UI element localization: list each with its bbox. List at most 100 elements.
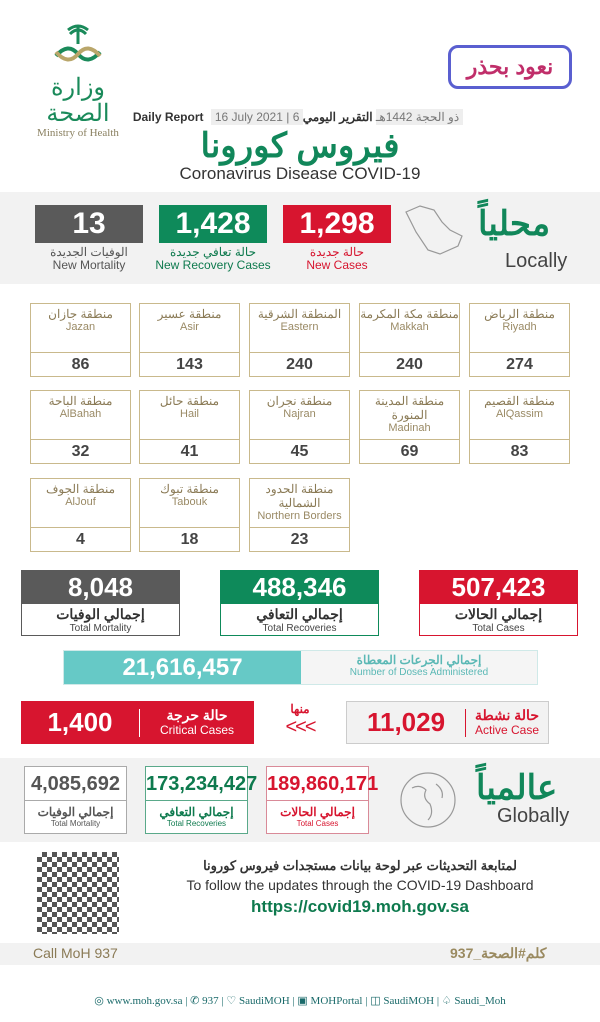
critical-en: Critical Cases [159, 722, 234, 737]
footer-youtube[interactable]: MOHPortal [310, 995, 363, 1007]
date-gregorian: 16 July 2021 [214, 110, 283, 124]
doses-card: 21,616,457 إجمالي الجرعات المعطاة Number … [63, 650, 538, 685]
total-cases-card: 507,423 إجمالي الحالات Total Cases [419, 570, 578, 636]
region-card: منطقة المدينة المنورة Madinah 69 [359, 390, 460, 464]
new-cases-value: 1,298 [283, 205, 391, 243]
dashboard-en: To follow the updates through the COVID-… [186, 877, 534, 893]
region-card: المنطقة الشرقية Eastern 240 [249, 303, 350, 377]
region-card: منطقة مكة المكرمة Makkah 240 [359, 303, 460, 377]
region-name-en: Makkah [390, 321, 429, 333]
instagram-icon: ◫ [370, 995, 381, 1007]
total-recoveries-ar: إجمالي التعافي [256, 606, 343, 622]
moh-logo-ar: وزارة الصحة [46, 74, 110, 127]
active-value: 11,029 [366, 707, 446, 737]
global-cases-en: Total Cases [296, 819, 339, 828]
new-mortality-label: الوفيات الجديدة New Mortality [14, 246, 164, 272]
new-mortality-value: 13 [35, 205, 143, 243]
title-ar: فيروس كورونا [200, 127, 400, 165]
new-recovery-value: 1,428 [159, 205, 267, 243]
region-value: 240 [250, 352, 349, 376]
global-mortality-en: Total Mortality [50, 819, 101, 828]
total-mortality-en: Total Mortality [69, 623, 132, 634]
report-en: Daily Report [132, 110, 204, 124]
globe-icon [398, 770, 458, 835]
region-name-ar: منطقة الباحة [48, 394, 113, 408]
global-cases-ar: إجمالي الحالات [280, 805, 355, 819]
palm-swords-icon [54, 24, 102, 62]
region-name-en: Asir [180, 321, 199, 333]
call-moh-ar: كلم#الصحة_937 [450, 945, 547, 961]
region-name-ar: منطقة الرياض [484, 307, 555, 321]
region-value: 240 [360, 352, 459, 376]
region-card: منطقة الباحة AlBahah 32 [30, 390, 131, 464]
globally-title-en: Globally [497, 805, 570, 827]
doses-ar: إجمالي الجرعات المعطاة [356, 653, 482, 667]
new-cases-en: New Cases [306, 258, 368, 272]
region-value: 23 [250, 527, 349, 551]
total-cases-en: Total Cases [472, 623, 525, 634]
doses-en: Number of Doses Administered [349, 667, 489, 678]
globe-small-icon: ◎ [94, 995, 104, 1007]
global-cases-card: 189,860,171 إجمالي الحالات Total Cases [266, 766, 378, 834]
region-value: 69 [360, 439, 459, 463]
report-ar: التقرير اليومي [302, 110, 373, 124]
region-value: 143 [140, 352, 239, 376]
global-recoveries-card: 173,234,427 إجمالي التعافي Total Recoverie… [145, 766, 257, 834]
footer-links: ◎ www.moh.gov.sa | ✆ 937 | ♡ SaudiMOH | … [94, 995, 506, 1007]
region-name-en: Eastern [280, 321, 319, 333]
region-value: 274 [470, 352, 569, 376]
footer-website[interactable]: www.moh.gov.sa [106, 995, 183, 1007]
region-value: 32 [31, 439, 130, 463]
total-mortality-value: 8,048 [22, 571, 179, 604]
of-which: منها <<< [275, 702, 325, 739]
new-recovery-ar: حالة تعافي جديدة [170, 245, 256, 259]
global-recoveries-value: 173,234,427 [146, 767, 257, 801]
total-mortality-card: 8,048 إجمالي الوفيات Total Mortality [21, 570, 180, 636]
region-card: منطقة القصيم AlQassim 83 [469, 390, 570, 464]
saudi-map-icon [400, 200, 470, 265]
new-mortality-en: New Mortality [52, 258, 126, 272]
date-hijri: 6 ذو الحجة 1442هـ [292, 110, 460, 124]
report-line: Daily Report 16 July 2021 | 6 ذو الحجة 1… [0, 109, 600, 125]
dashboard-ar: لمتابعة التحديثات عبر لوحة بيانات مستجدا… [203, 858, 517, 873]
qr-code[interactable] [37, 852, 119, 934]
total-cases-ar: إجمالي الحالات [454, 606, 543, 622]
region-name-ar: منطقة عسير [157, 307, 222, 321]
footer-twitter[interactable]: SaudiMOH [238, 995, 290, 1007]
active-en: Active Case [474, 722, 540, 737]
locally-title-ar: محلياً [478, 205, 551, 243]
total-recoveries-en: Total Recoveries [262, 623, 337, 634]
region-name-ar: منطقة الجوف [45, 482, 116, 496]
critical-value: 1,400 [47, 707, 113, 737]
critical-label: حالة حرجة Critical Cases [140, 706, 254, 738]
new-recovery-en: New Recovery Cases [155, 258, 271, 272]
youtube-icon: ▣ [297, 995, 308, 1007]
footer-snapchat[interactable]: Saudi_Moh [454, 995, 506, 1007]
globally-title-ar: عالمياً [476, 769, 558, 807]
critical-card: 1,400 حالة حرجة Critical Cases [21, 701, 254, 744]
region-name-ar: منطقة القصيم [484, 394, 555, 408]
region-name-ar: منطقة الحدود الشمالية [265, 482, 334, 510]
region-value: 18 [140, 527, 239, 551]
global-mortality-value: 4,085,692 [25, 767, 126, 801]
moh-logo-en: Ministry of Health [37, 127, 119, 139]
region-name-en: Hail [180, 408, 199, 420]
region-name-en: Madinah [388, 422, 431, 434]
region-card: منطقة الرياض Riyadh 274 [469, 303, 570, 377]
arrows-left-icon: <<< [285, 716, 316, 738]
region-card: منطقة الحدود الشمالية Northern Borders 23 [249, 478, 350, 552]
new-recovery-label: حالة تعافي جديدة New Recovery Cases [138, 246, 288, 272]
twitter-icon: ♡ [226, 995, 237, 1007]
global-mortality-ar: إجمالي الوفيات [37, 805, 114, 819]
phone-icon: ✆ [190, 995, 200, 1007]
region-name-en: AlQassim [495, 408, 544, 420]
total-mortality-ar: إجمالي الوفيات [56, 606, 145, 622]
dashboard-link[interactable]: https://covid19.moh.gov.sa [251, 897, 469, 916]
title-en: Coronavirus Disease COVID-19 [179, 164, 421, 183]
region-name-en: Najran [283, 408, 316, 420]
footer-phone[interactable]: 937 [202, 995, 219, 1007]
region-name-en: Tabouk [171, 496, 208, 508]
footer-instagram[interactable]: SaudiMOH [383, 995, 435, 1007]
locally-title-en: Locally [505, 250, 568, 272]
critical-ar: حالة حرجة [166, 706, 228, 723]
